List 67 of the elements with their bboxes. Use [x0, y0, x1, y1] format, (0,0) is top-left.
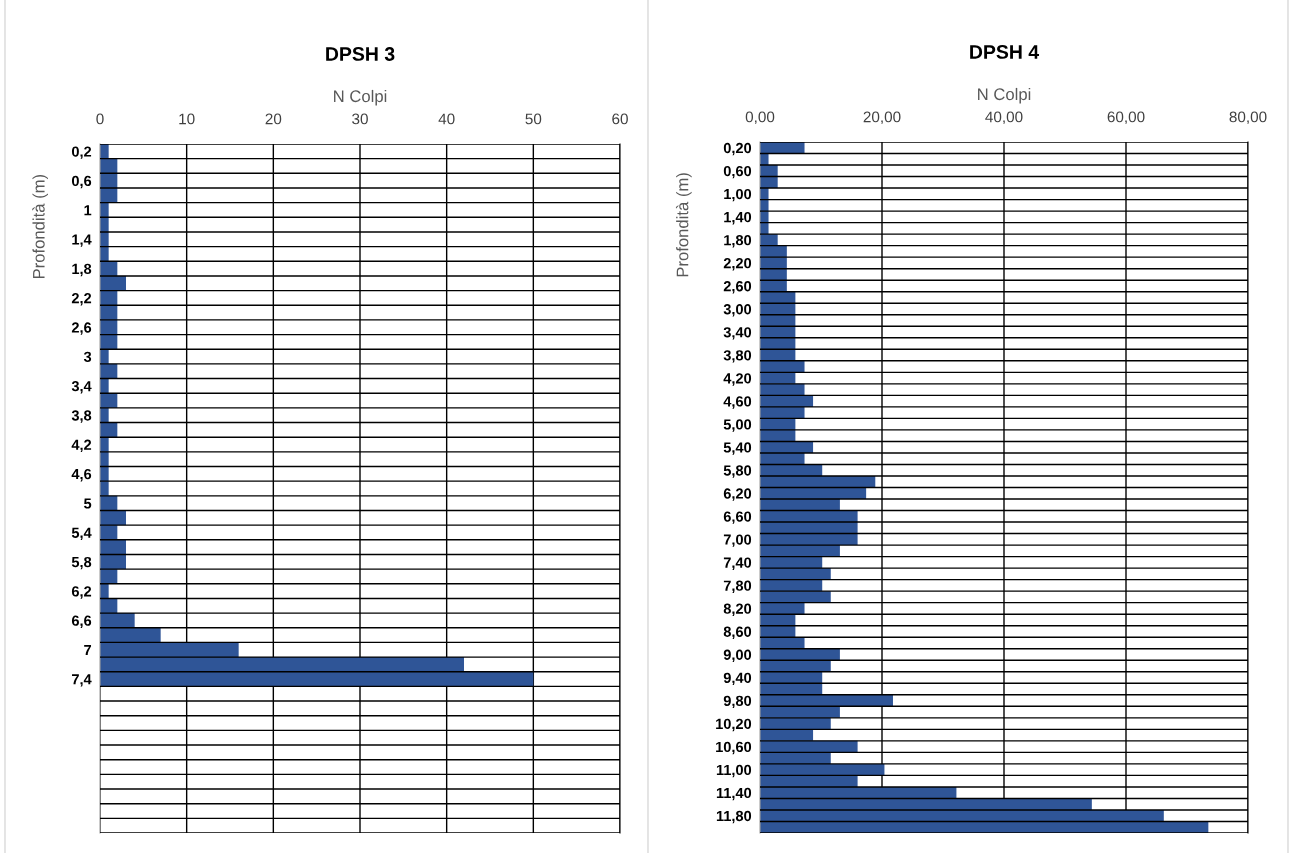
x-tick-label: 50	[525, 113, 542, 125]
y-tick-label: 10,60	[716, 741, 752, 755]
x-axis-title: N Colpi	[334, 89, 387, 106]
y-tick-label: 9,00	[723, 649, 752, 663]
y-tick-label: 4,6	[71, 468, 92, 482]
y-tick-label: 3,4	[71, 380, 92, 394]
x-tick-label: 60,00	[1107, 111, 1145, 125]
y-tick-label: 5,4	[71, 527, 92, 541]
y-tick-label: 2,6	[71, 322, 92, 335]
y-tick-label: 5	[84, 498, 92, 509]
y-tick-label: 0,6	[71, 175, 92, 189]
x-tick-label: 40,00	[985, 111, 1023, 125]
y-tick-label: 4,2	[71, 439, 92, 453]
chart-title: DPSH 4	[970, 45, 1040, 59]
y-tick-label: 0,20	[723, 142, 752, 156]
y-tick-label: 8,60	[723, 626, 752, 639]
y-tick-label: 11,80	[716, 810, 752, 824]
x-tick-label: 10	[179, 113, 195, 125]
y-tick-label: 6,60	[723, 511, 752, 524]
y-tick-label: 7,4	[72, 674, 92, 687]
y-tick-label: 2,2	[71, 293, 92, 306]
y-tick-label: 2,20	[723, 258, 752, 271]
y-tick-label: 7,40	[723, 557, 752, 570]
y-tick-label: 7	[84, 645, 92, 656]
y-tick-label: 8,20	[723, 603, 752, 616]
y-tick-label: 6,2	[71, 586, 92, 599]
x-tick-label: 0,00	[745, 111, 775, 125]
y-tick-label: 5,8	[71, 556, 92, 570]
y-tick-label: 6,20	[723, 488, 752, 501]
y-tick-label: 5,40	[723, 442, 752, 455]
y-tick-label: 2,60	[723, 281, 752, 294]
y-tick-label: 1,00	[724, 188, 752, 202]
y-tick-label: 3,8	[71, 410, 92, 423]
y-tick-label: 3,00	[723, 304, 752, 317]
y-tick-label: 7,00	[723, 534, 752, 547]
y-tick-label: 5,80	[723, 465, 752, 478]
y-tick-label: 6,6	[71, 615, 92, 628]
x-axis-title: N Colpi	[978, 87, 1031, 104]
y-tick-label: 0,60	[723, 165, 752, 179]
y-tick-label: 1	[84, 205, 92, 216]
x-tick-label: 20	[265, 113, 282, 125]
y-tick-label: 0,2	[71, 146, 92, 159]
y-tick-label: 1,8	[72, 263, 92, 277]
y-tick-label: 5,00	[723, 419, 752, 432]
y-tick-label: 10,20	[716, 718, 752, 732]
y-tick-label: 11,40	[716, 787, 752, 801]
y-tick-label: 4,20	[723, 373, 752, 386]
y-tick-label: 7,80	[723, 580, 752, 593]
y-tick-label: 11,00	[716, 764, 752, 778]
y-tick-label: 3,80	[723, 350, 752, 363]
x-tick-label: 40	[438, 113, 455, 125]
y-tick-label: 3,40	[723, 327, 752, 340]
x-tick-label: 30	[352, 113, 368, 125]
x-tick-label: 20,00	[863, 111, 901, 125]
x-tick-label: 0	[96, 113, 104, 125]
y-axis-title: Profondità (m)	[675, 173, 692, 277]
y-tick-label: 9,80	[723, 695, 752, 709]
y-tick-label: 1,80	[724, 234, 752, 248]
y-tick-label: 9,40	[723, 672, 752, 686]
y-tick-label: 1,40	[724, 211, 752, 225]
y-tick-label: 4,60	[723, 396, 752, 409]
y-tick-label: 3	[83, 351, 92, 363]
y-tick-label: 1,4	[72, 234, 92, 247]
chart-title: DPSH 3	[326, 47, 395, 61]
y-axis-title: Profondità (m)	[32, 174, 48, 279]
x-tick-label: 60	[612, 113, 628, 125]
x-tick-label: 80,00	[1229, 111, 1267, 125]
